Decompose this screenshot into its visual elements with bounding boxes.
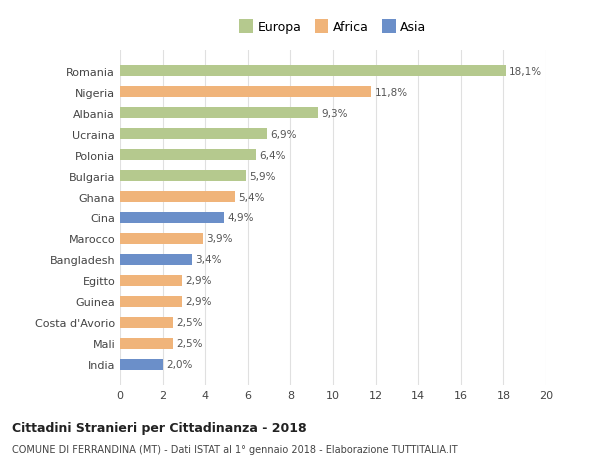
Text: 2,5%: 2,5% <box>176 339 203 349</box>
Text: 2,5%: 2,5% <box>176 318 203 328</box>
Text: 2,9%: 2,9% <box>185 297 211 307</box>
Text: 9,3%: 9,3% <box>321 108 348 118</box>
Bar <box>120 317 173 329</box>
Text: COMUNE DI FERRANDINA (MT) - Dati ISTAT al 1° gennaio 2018 - Elaborazione TUTTITA: COMUNE DI FERRANDINA (MT) - Dati ISTAT a… <box>12 444 458 454</box>
Text: 6,9%: 6,9% <box>270 129 296 139</box>
Bar <box>120 170 245 182</box>
Bar <box>120 233 203 245</box>
Bar <box>120 150 256 161</box>
Text: 18,1%: 18,1% <box>509 67 542 77</box>
Bar <box>120 275 182 286</box>
Bar <box>120 87 371 98</box>
Bar <box>120 107 318 119</box>
Bar <box>120 66 506 77</box>
Text: 6,4%: 6,4% <box>260 150 286 160</box>
Legend: Europa, Africa, Asia: Europa, Africa, Asia <box>237 18 429 36</box>
Text: 2,0%: 2,0% <box>166 359 192 369</box>
Bar <box>120 129 267 140</box>
Text: 3,9%: 3,9% <box>206 234 233 244</box>
Bar <box>120 212 224 224</box>
Bar <box>120 338 173 349</box>
Text: 5,9%: 5,9% <box>249 171 275 181</box>
Text: 11,8%: 11,8% <box>374 87 407 97</box>
Bar <box>120 359 163 370</box>
Text: 5,4%: 5,4% <box>238 192 265 202</box>
Bar <box>120 191 235 203</box>
Text: Cittadini Stranieri per Cittadinanza - 2018: Cittadini Stranieri per Cittadinanza - 2… <box>12 421 307 434</box>
Text: 2,9%: 2,9% <box>185 276 211 286</box>
Text: 4,9%: 4,9% <box>227 213 254 223</box>
Bar <box>120 296 182 308</box>
Text: 3,4%: 3,4% <box>196 255 222 265</box>
Bar <box>120 254 193 266</box>
